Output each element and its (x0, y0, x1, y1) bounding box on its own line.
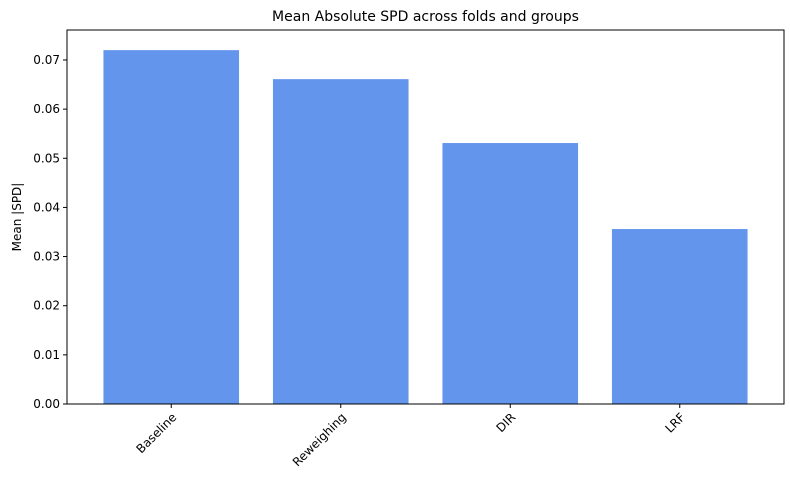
y-axis-label: Mean |SPD| (10, 183, 24, 252)
bar (103, 50, 240, 404)
bar (442, 143, 579, 405)
y-tick-label: 0.02 (33, 299, 60, 313)
bar (272, 79, 409, 404)
y-tick-label: 0.05 (33, 151, 60, 165)
plot-frame (66, 29, 785, 405)
y-tick-label: 0.03 (33, 250, 60, 264)
y-tick-label: 0.06 (33, 102, 60, 116)
x-tick-label: LRF (662, 410, 687, 435)
x-tick-label: DIR (494, 410, 519, 435)
chart-title: Mean Absolute SPD across folds and group… (272, 9, 579, 25)
y-tick-label: 0.07 (33, 53, 60, 67)
y-tick-label: 0.00 (33, 397, 60, 411)
bar (611, 229, 748, 404)
x-tick-label: Reweighing (290, 410, 349, 469)
x-tick-label: Baseline (133, 410, 179, 456)
y-tick-label: 0.04 (33, 200, 60, 214)
y-tick-label: 0.01 (33, 348, 60, 362)
